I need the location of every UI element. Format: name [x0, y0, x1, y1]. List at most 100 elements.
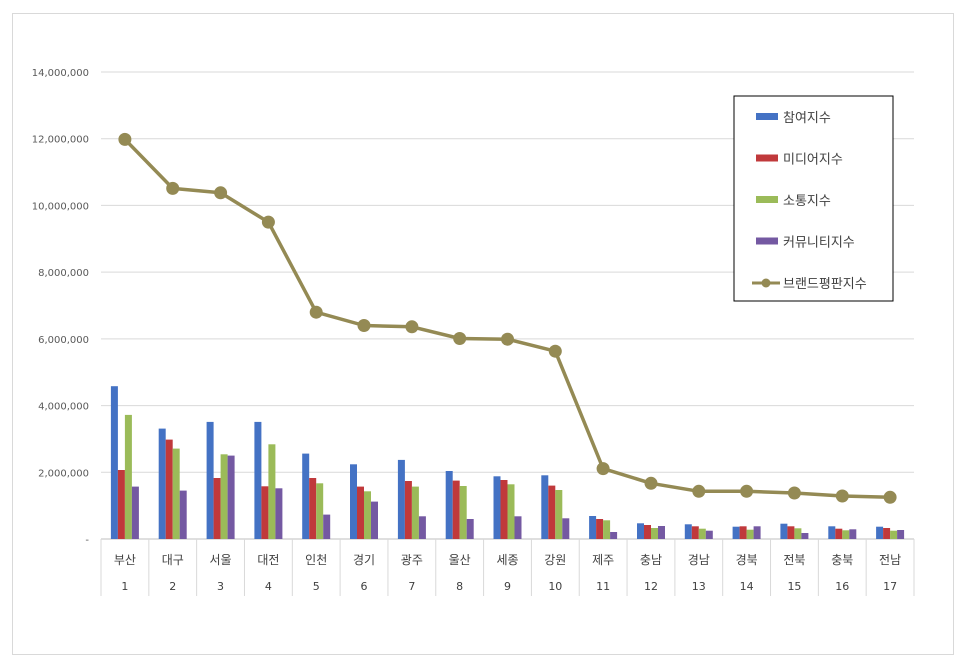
- bar: [691, 526, 699, 539]
- rank-label: 2: [169, 580, 176, 593]
- bar: [172, 448, 180, 539]
- category-label: 서울: [210, 553, 232, 567]
- legend-item: 참여지수: [756, 111, 831, 126]
- bar: [555, 490, 563, 539]
- bar: [849, 529, 857, 539]
- bar: [466, 519, 474, 539]
- bar: [562, 518, 570, 539]
- rank-label: 16: [835, 580, 849, 593]
- category-label: 대전: [257, 553, 279, 567]
- line-point: [453, 332, 467, 345]
- rank-label: 10: [548, 580, 562, 593]
- bar: [117, 470, 125, 539]
- legend-marker: [761, 278, 771, 288]
- y-tick-label: 6,000,000: [38, 335, 89, 346]
- line-point: [740, 484, 754, 498]
- rank-label: 4: [265, 580, 272, 593]
- rank-label: 1: [121, 580, 128, 593]
- bar: [705, 530, 713, 539]
- bar: [596, 519, 604, 539]
- bar: [541, 475, 549, 539]
- rank-label: 7: [408, 580, 415, 593]
- bar: [746, 529, 754, 539]
- bar: [445, 471, 453, 539]
- line-point: [787, 486, 801, 500]
- rank-label: 15: [787, 580, 801, 593]
- bar: [514, 516, 522, 539]
- y-tick-label: 12,000,000: [32, 135, 89, 146]
- y-tick-label: 2,000,000: [38, 468, 89, 479]
- category-label: 광주: [401, 553, 423, 567]
- line-point: [357, 319, 371, 332]
- y-tick-label: -: [85, 535, 89, 546]
- bar: [411, 486, 419, 539]
- bar: [739, 526, 747, 539]
- bars: [110, 386, 905, 539]
- category-label: 경기: [353, 553, 375, 567]
- bar: [500, 480, 508, 539]
- rank-label: 14: [740, 580, 754, 593]
- bar: [397, 459, 405, 539]
- legend-swatch: [756, 237, 778, 245]
- y-tick-label: 4,000,000: [38, 402, 89, 413]
- line-point: [501, 332, 514, 346]
- bar: [302, 453, 310, 539]
- rank-label: 13: [692, 580, 706, 593]
- line-point: [166, 181, 180, 195]
- bar: [220, 454, 228, 539]
- bar: [452, 480, 460, 539]
- rank-label: 5: [313, 580, 320, 593]
- category-label: 인천: [305, 552, 327, 567]
- bar: [493, 476, 501, 539]
- bar: [780, 523, 788, 539]
- category-label: 울산: [449, 553, 471, 567]
- bar: [732, 526, 740, 539]
- bar: [684, 524, 692, 539]
- rank-label: 9: [504, 580, 511, 593]
- line-point: [644, 476, 658, 490]
- bar: [316, 483, 324, 539]
- category-label: 부산: [114, 553, 136, 567]
- line-point: [883, 490, 897, 504]
- legend-label: 소통지수: [783, 194, 831, 209]
- category-label: 전남: [879, 553, 901, 567]
- category-label: 경남: [688, 553, 710, 567]
- bar: [883, 528, 891, 539]
- bar: [404, 481, 412, 539]
- bar: [110, 386, 118, 539]
- line-markers: [118, 132, 897, 504]
- legend-label: 미디어지수: [783, 153, 843, 168]
- bar: [603, 520, 611, 539]
- bar: [753, 526, 761, 539]
- bar: [698, 528, 706, 539]
- legend-label: 커뮤니티지수: [783, 236, 855, 251]
- rank-label: 3: [217, 580, 224, 593]
- bar: [890, 530, 898, 539]
- bar: [323, 514, 331, 539]
- bar: [794, 528, 802, 539]
- rank-label: 6: [361, 580, 368, 593]
- legend-item: 브랜드평판지수: [752, 277, 867, 292]
- bar: [801, 533, 809, 539]
- bar: [261, 486, 269, 539]
- category-label: 경북: [736, 553, 758, 567]
- bar: [459, 486, 467, 539]
- category-label: 제주: [592, 553, 614, 567]
- line-point: [596, 462, 610, 476]
- bar: [268, 444, 276, 539]
- y-tick-label: 8,000,000: [38, 268, 89, 279]
- bar: [787, 526, 795, 539]
- category-label: 대구: [162, 553, 184, 567]
- bar: [213, 478, 221, 539]
- legend-item: 소통지수: [756, 194, 831, 209]
- bar: [350, 464, 357, 539]
- line-point: [261, 215, 275, 229]
- bar: [131, 486, 139, 539]
- legend-item: 커뮤니티지수: [756, 236, 855, 251]
- bar: [835, 528, 843, 539]
- bar: [124, 414, 132, 539]
- bar: [610, 532, 618, 539]
- y-tick-label: 14,000,000: [32, 68, 89, 79]
